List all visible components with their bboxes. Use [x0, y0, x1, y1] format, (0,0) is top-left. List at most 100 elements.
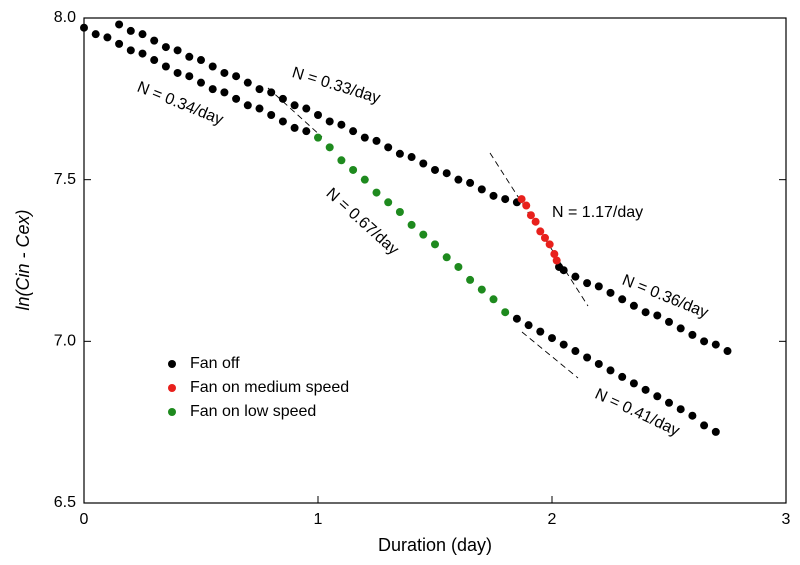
point — [395, 149, 404, 158]
point — [302, 127, 311, 136]
point — [161, 62, 170, 71]
legend-marker — [168, 408, 176, 416]
point — [454, 175, 463, 184]
x-tick-label: 0 — [80, 511, 89, 528]
point — [629, 379, 638, 388]
annotation: N = 0.36/day — [620, 272, 711, 322]
point — [337, 156, 346, 165]
point — [653, 311, 662, 320]
point — [583, 353, 592, 362]
point — [454, 262, 463, 271]
point — [676, 405, 685, 414]
legend-label: Fan off — [190, 355, 240, 372]
point — [531, 217, 540, 226]
point — [150, 56, 159, 65]
y-tick-label: 6.5 — [54, 494, 76, 511]
point — [583, 279, 592, 288]
point — [208, 62, 217, 71]
point — [220, 88, 229, 97]
point — [91, 30, 100, 39]
point — [267, 88, 276, 97]
plot-frame — [83, 17, 787, 504]
point — [512, 314, 521, 323]
point — [349, 165, 358, 174]
point — [606, 366, 615, 375]
point — [372, 136, 381, 145]
point — [360, 175, 369, 184]
point — [442, 169, 451, 178]
point — [337, 120, 346, 129]
point — [723, 347, 732, 356]
y-tick-label: 7.5 — [54, 171, 76, 188]
point — [80, 23, 88, 32]
point — [477, 185, 486, 194]
point — [115, 39, 124, 48]
annotation: N = 0.41/day — [592, 386, 682, 440]
point — [208, 85, 217, 94]
point — [466, 178, 475, 187]
point — [407, 220, 416, 229]
x-tick-label: 3 — [782, 511, 791, 528]
point — [150, 36, 159, 45]
legend-marker — [168, 360, 176, 368]
point — [278, 117, 287, 126]
point — [594, 359, 603, 368]
point — [419, 230, 428, 239]
point — [536, 227, 545, 236]
point — [349, 127, 358, 136]
point — [173, 68, 182, 77]
point — [501, 195, 510, 204]
y-tick-label: 8.0 — [54, 9, 76, 26]
point — [688, 330, 697, 339]
point — [711, 427, 720, 436]
point — [665, 398, 673, 407]
point — [489, 295, 498, 304]
point — [267, 111, 276, 119]
x-axis-label: Duration (day) — [378, 535, 492, 555]
point — [548, 334, 556, 343]
point — [325, 143, 334, 152]
point — [466, 275, 475, 284]
point — [653, 392, 662, 401]
point — [185, 52, 194, 61]
legend-label: Fan on low speed — [190, 403, 316, 420]
point — [641, 308, 650, 317]
point — [197, 78, 205, 87]
point — [526, 211, 535, 220]
point — [489, 191, 498, 200]
point — [243, 78, 252, 87]
point — [676, 324, 685, 333]
legend-label: Fan on medium speed — [190, 379, 349, 396]
point — [407, 153, 416, 162]
point — [431, 240, 439, 249]
point — [524, 321, 533, 330]
point — [559, 340, 568, 349]
x-tick-label: 2 — [548, 511, 557, 528]
point — [550, 250, 559, 259]
point — [545, 240, 554, 249]
point — [103, 33, 112, 42]
point — [173, 46, 182, 55]
point — [618, 372, 627, 381]
point — [360, 133, 369, 142]
point — [477, 285, 486, 294]
point — [711, 340, 720, 349]
annotation: N = 1.17/day — [552, 204, 643, 221]
x-tick-label: 1 — [314, 511, 323, 528]
point — [688, 411, 697, 420]
point — [571, 272, 580, 281]
point — [419, 159, 428, 168]
point — [665, 317, 673, 326]
point — [552, 256, 561, 265]
annotation: N = 0.67/day — [323, 185, 402, 259]
legend-marker — [168, 384, 176, 392]
point — [278, 94, 287, 103]
point — [700, 337, 709, 346]
point — [442, 253, 451, 262]
point — [138, 49, 147, 58]
point — [540, 233, 549, 242]
fit-line — [267, 87, 323, 138]
point — [431, 165, 439, 174]
point — [185, 72, 194, 81]
